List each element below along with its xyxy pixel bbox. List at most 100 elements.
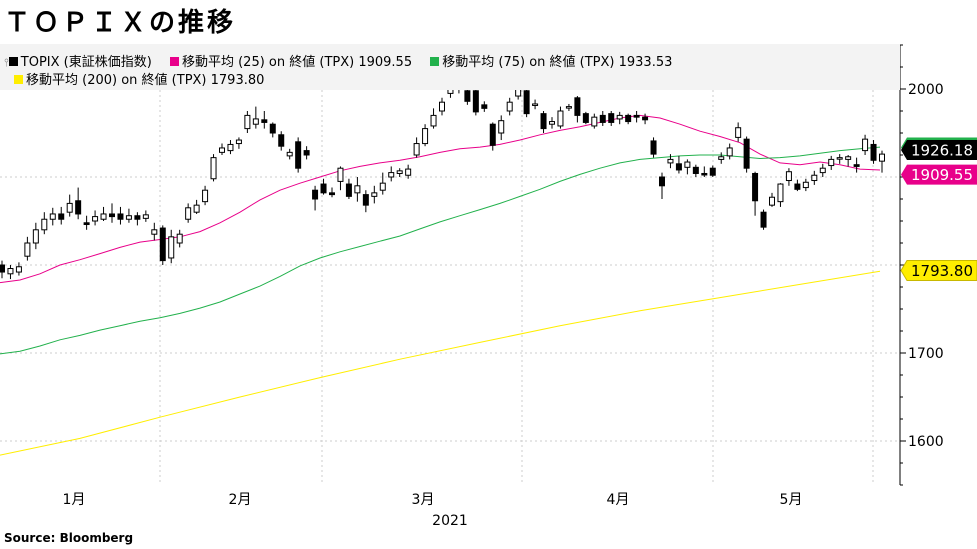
y-tick-label: 2000 [908,82,944,98]
candle-body-up [616,114,623,120]
legend-row-1: ⫯ TOPIX (東証株価指数) 移動平均 (25) on 終値 (TPX) 19… [4,51,686,70]
candle-body-up [202,189,209,203]
price-tag-label: 1926.18 [911,141,973,159]
candle-body-up [845,156,852,160]
candle-body-up [439,101,445,112]
candle-body-down [633,114,640,118]
legend-label-ma25: 移動平均 (25) on 終値 (TPX) 1909.55 [181,55,413,70]
candle-body-up [811,174,818,182]
candle-body-down [58,213,65,220]
candle-body-up [557,110,564,127]
candle-body-up [802,181,809,189]
candle-body-down [642,116,649,121]
candle-body-down [117,213,124,220]
x-tick-label: 3月 [412,492,435,508]
candle-body-down [659,176,665,187]
x-year-label: 2021 [432,513,468,529]
candle-body-up [769,196,775,206]
candle-body-down [650,140,657,155]
candle-body-down [362,194,369,206]
candle-body-up [785,171,792,182]
candle-body-up [371,192,378,197]
candle-body-up [354,185,361,194]
candle-body-down [261,119,268,123]
legend-label-ma75: 移動平均 (75) on 終値 (TPX) 1933.53 [442,55,673,70]
candle-body-up [388,172,395,178]
candle-body-up [819,167,826,174]
candle-body-down [159,227,166,262]
candle-body-up [210,157,217,180]
candle-body-up [828,158,835,167]
candle-body-up [506,101,513,112]
candle-body-up [498,120,505,134]
candle-body-up [7,268,14,275]
candle-body-up [777,183,784,203]
candle-body-down [870,143,877,161]
candle-body-down [134,215,141,220]
candle-body-down [523,90,530,115]
price-tag-1926.18 [901,139,977,160]
candle-body-up [235,139,242,145]
candle-body-up [549,121,555,125]
legend-row-2: 移動平均 (200) on 終値 (TPX) 1793.80 [14,69,278,88]
candle-body-down [794,183,801,190]
candle-body-down [278,134,285,147]
candle-body-up [337,167,344,182]
legend-swatch-topix [8,57,18,66]
candle-body-down [464,90,471,102]
candle-body-down [709,167,716,176]
candle-body-down [625,114,632,123]
candle-body-up [92,216,99,222]
legend-label-ma200: 移動平均 (200) on 終値 (TPX) 1793.80 [26,73,265,88]
candle-body-up [193,204,200,213]
legend-item-ma25: 移動平均 (25) on 終値 (TPX) 1909.55 [169,55,413,70]
price-tag-label: 1909.55 [911,166,973,184]
candle-body-up [219,147,225,153]
candle-body-up [244,114,251,130]
ma-line-1 [0,146,881,355]
candle-body-down [760,211,767,228]
candle-body-up [15,266,22,273]
candle-body-up [430,114,437,127]
y-tick-label: 1700 [908,346,944,362]
candle-body-down [329,192,335,196]
candle-body-up [532,103,539,106]
candle-body-up [41,218,48,231]
candle-body-down [675,163,682,171]
candle-body-down [540,113,547,130]
ma-line-2 [0,270,881,456]
candle-body-up [565,106,572,109]
candle-body-up [862,138,869,152]
candle-body-down [574,97,581,116]
candle-body-down [853,164,860,167]
candle-body-down [320,183,327,194]
candle-body-up [176,233,183,244]
candle-body-up [667,158,674,164]
candle-body-down [472,90,479,113]
y-tick-label: 1600 [908,434,944,450]
candle-icon: ⫯ [4,56,9,69]
candle-body-down [608,113,615,123]
legend-item-ma75: 移動平均 (75) on 終値 (TPX) 1933.53 [430,55,672,70]
candle-body-up [726,147,733,157]
candle-body-down [599,114,606,123]
candle-body-up [32,229,39,244]
legend-item-topix: ⫯ TOPIX (東証株価指数) [4,55,152,70]
candle-body-up [168,236,175,259]
candle-body-down [75,200,82,215]
candle-body-down [295,141,302,169]
candle-body-down [312,189,319,200]
candle-body-down [345,183,352,197]
candle-body-down [303,150,310,156]
candle-body-down [0,264,5,273]
legend-swatch-ma25 [169,57,179,66]
candle-body-up [227,143,234,152]
candle-body-down [83,222,90,226]
candle-body-up [151,229,158,235]
candle-body-up [379,182,386,191]
candle-body-down [692,166,699,174]
candle-body-down [109,213,115,218]
candle-body-up [405,168,412,176]
candle-body-up [100,213,107,220]
